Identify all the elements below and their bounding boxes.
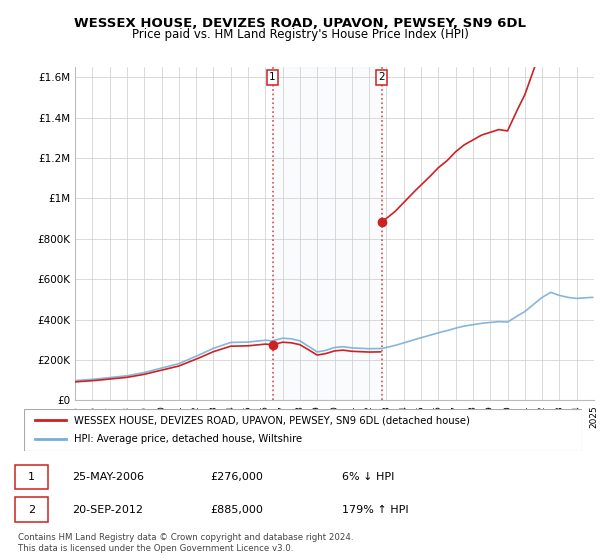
- Text: £885,000: £885,000: [210, 505, 263, 515]
- Text: WESSEX HOUSE, DEVIZES ROAD, UPAVON, PEWSEY, SN9 6DL (detached house): WESSEX HOUSE, DEVIZES ROAD, UPAVON, PEWS…: [74, 415, 470, 425]
- Text: 2: 2: [28, 505, 35, 515]
- Text: HPI: Average price, detached house, Wiltshire: HPI: Average price, detached house, Wilt…: [74, 435, 302, 445]
- Text: 2: 2: [378, 72, 385, 82]
- Text: 20-SEP-2012: 20-SEP-2012: [72, 505, 143, 515]
- Text: 25-MAY-2006: 25-MAY-2006: [72, 472, 144, 482]
- Text: Contains HM Land Registry data © Crown copyright and database right 2024.
This d: Contains HM Land Registry data © Crown c…: [18, 533, 353, 553]
- Text: 179% ↑ HPI: 179% ↑ HPI: [342, 505, 409, 515]
- Text: 1: 1: [28, 472, 35, 482]
- Text: WESSEX HOUSE, DEVIZES ROAD, UPAVON, PEWSEY, SN9 6DL: WESSEX HOUSE, DEVIZES ROAD, UPAVON, PEWS…: [74, 17, 526, 30]
- Bar: [272, 67, 382, 400]
- Text: Price paid vs. HM Land Registry's House Price Index (HPI): Price paid vs. HM Land Registry's House …: [131, 28, 469, 41]
- Text: 1: 1: [269, 72, 276, 82]
- Text: 6% ↓ HPI: 6% ↓ HPI: [342, 472, 394, 482]
- Text: £276,000: £276,000: [210, 472, 263, 482]
